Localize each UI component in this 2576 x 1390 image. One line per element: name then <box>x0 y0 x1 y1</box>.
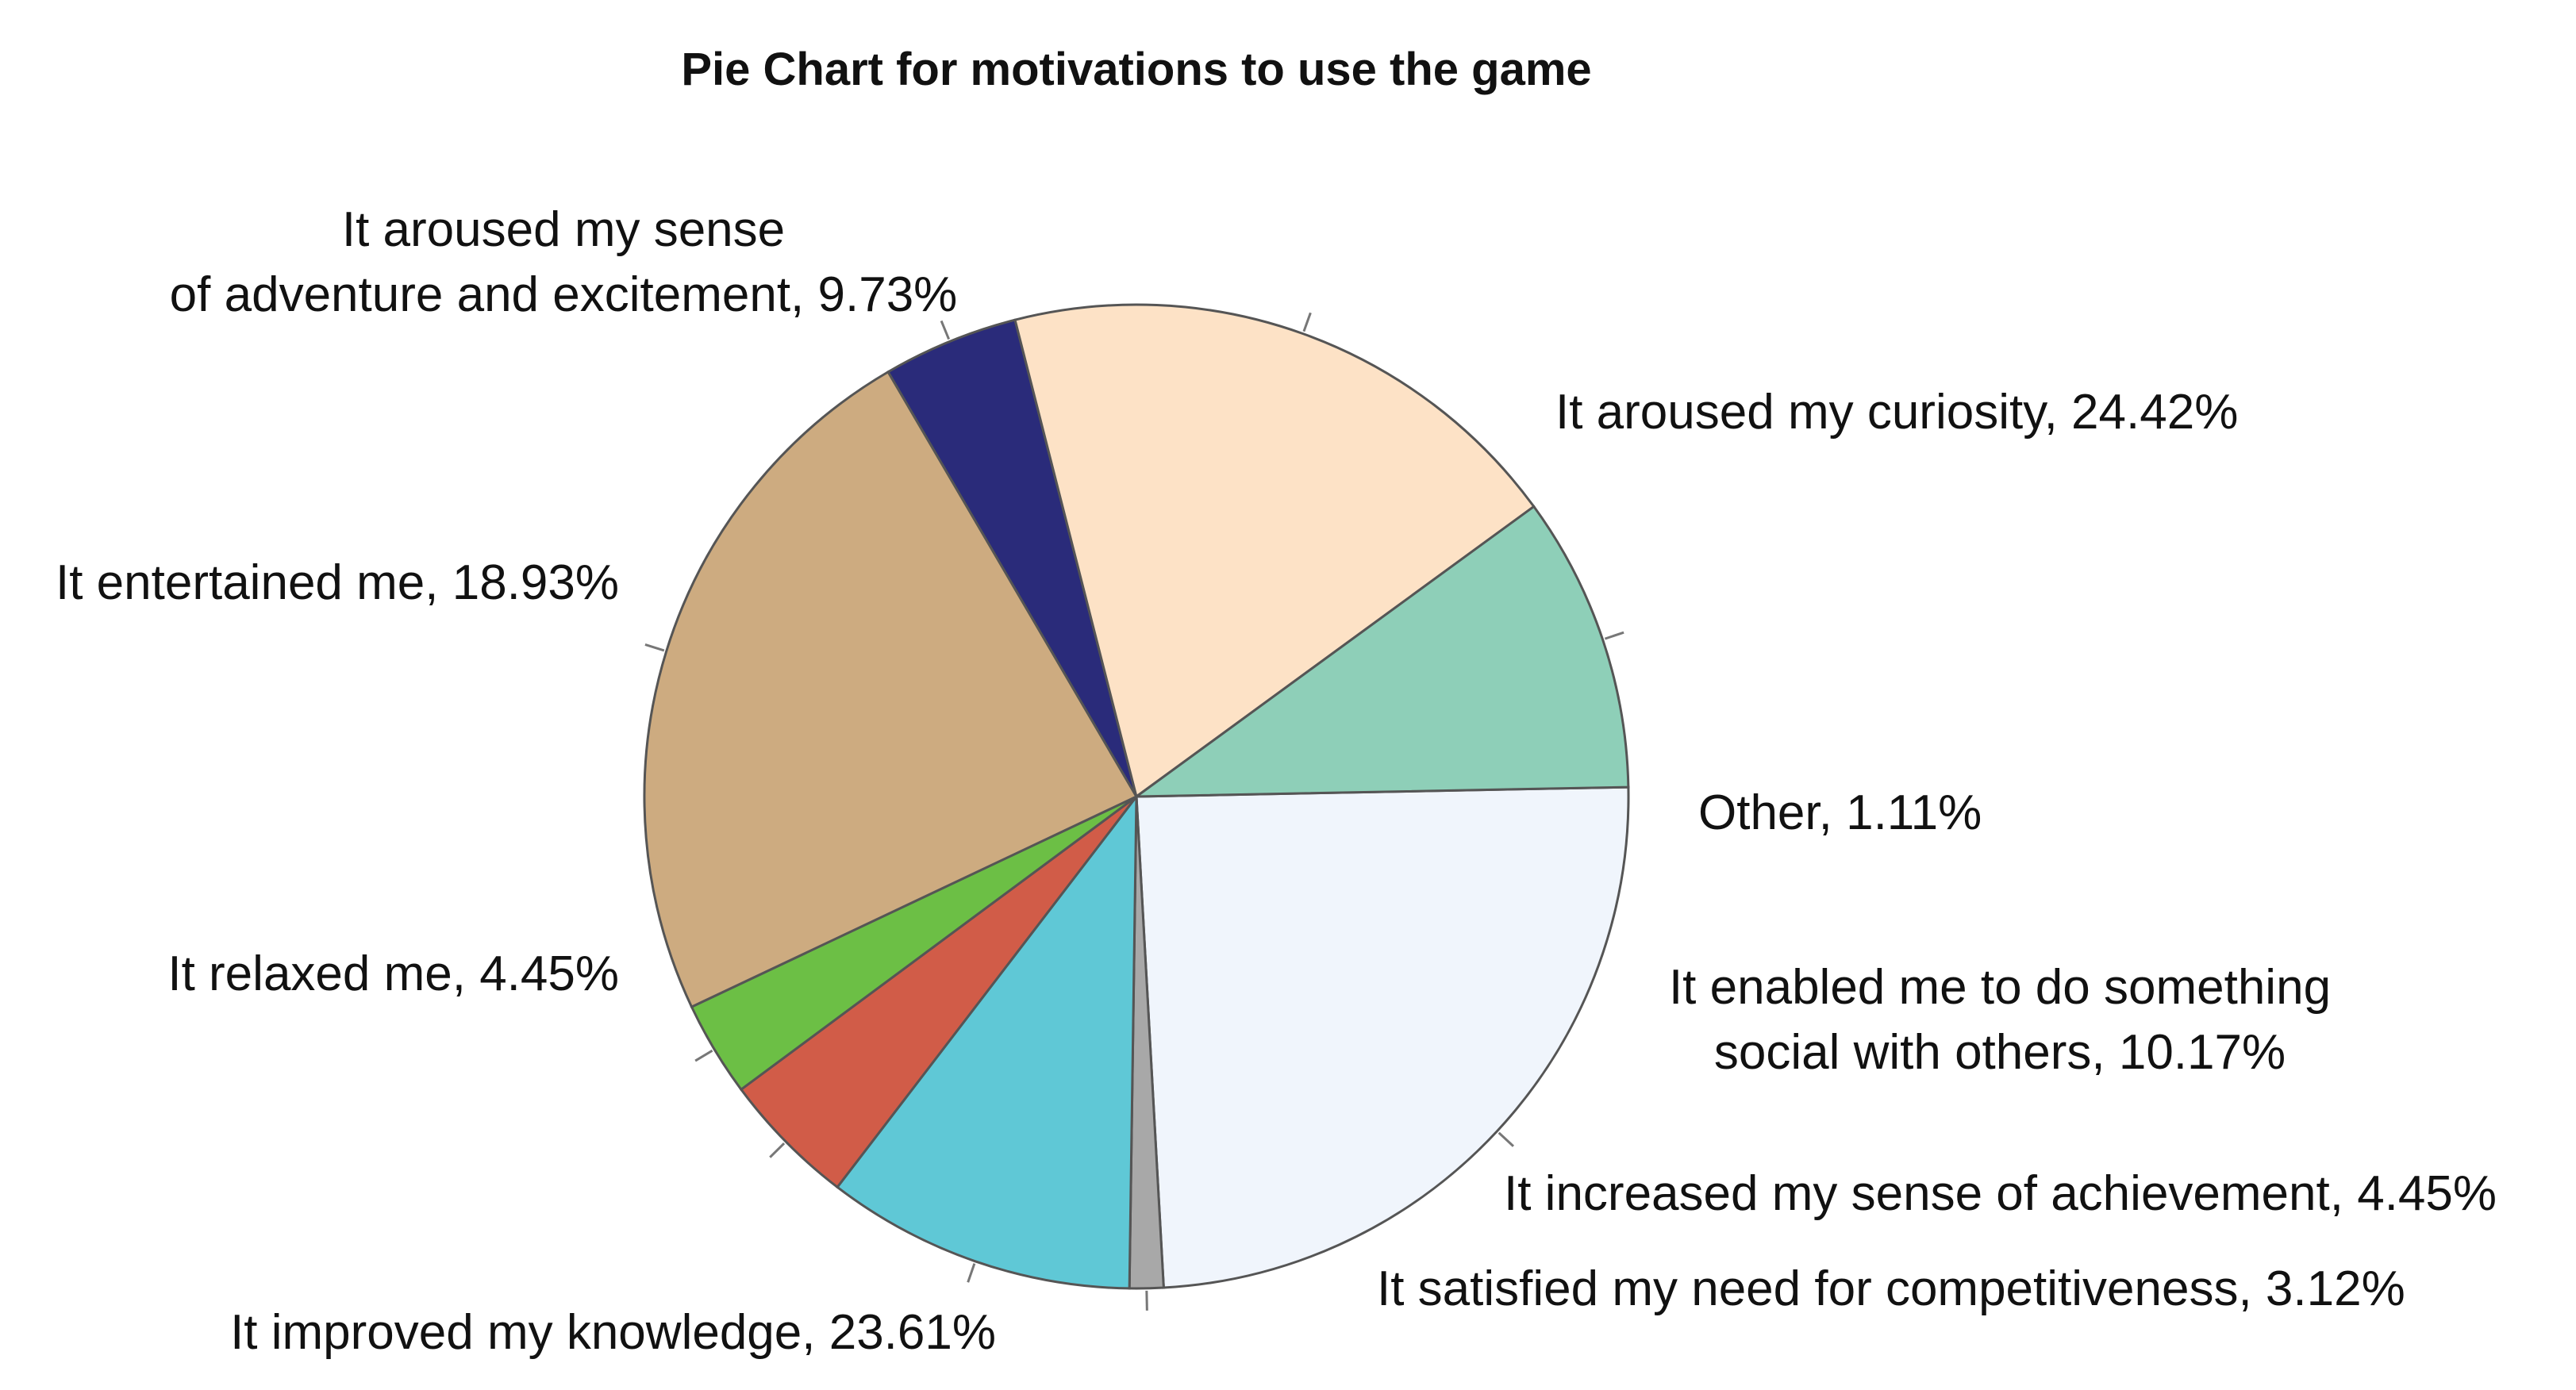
slice-label: It enabled me to do something social with… <box>1669 960 2331 1080</box>
pie-slice <box>643 370 1139 1009</box>
slice-label-line: It aroused my sense <box>342 202 785 257</box>
slice-label: It satisfied my need for competitiveness… <box>1377 1261 2405 1316</box>
slice-label-line: It entertained me, 18.93% <box>56 555 619 610</box>
leader-line <box>769 1142 786 1158</box>
slice-label: It improved my knowledge, 23.61% <box>230 1305 996 1360</box>
slice-label-line: Other, 1.11% <box>1698 785 1982 840</box>
slice-label-line: It enabled me to do something <box>1669 960 2331 1015</box>
slice-label: Other, 1.11% <box>1698 785 1982 840</box>
slice-label-line: It satisfied my need for competitiveness… <box>1377 1261 2405 1316</box>
leader-line <box>1604 631 1624 640</box>
pie-slice <box>886 318 1138 797</box>
leader-line <box>967 1263 976 1283</box>
leader-line <box>1145 1290 1148 1311</box>
slice-label-line: social with others, 10.17% <box>1714 1025 2286 1080</box>
pie-slice <box>739 795 1138 1189</box>
slice-label-line: It increased my sense of achievement, 4.… <box>1504 1166 2497 1221</box>
leader-line <box>1302 312 1312 332</box>
slice-label: It aroused my sense of adventure and exci… <box>170 202 958 322</box>
slice-label-line: of adventure and excitement, 9.73% <box>170 267 958 322</box>
slice-label: It increased my sense of achievement, 4.… <box>1504 1166 2497 1221</box>
pie-slice <box>836 793 1138 1290</box>
slice-label: It aroused my curiosity, 24.42% <box>1555 385 2238 440</box>
pie-slice <box>1135 785 1630 1289</box>
leader-line <box>1498 1131 1515 1147</box>
slice-label-line: It relaxed me, 4.45% <box>167 947 619 1001</box>
slice-label: It entertained me, 18.93% <box>56 555 619 610</box>
leader-line <box>644 643 665 652</box>
chart-title: Pie Chart for motivations to use the gam… <box>681 44 1591 95</box>
slice-label: It relaxed me, 4.45% <box>167 947 619 1001</box>
slice-label-line: It aroused my curiosity, 24.42% <box>1555 385 2238 440</box>
pie-slice <box>1132 505 1630 798</box>
leader-line <box>694 1049 713 1062</box>
pie-slice <box>1013 303 1536 799</box>
slice-label-line: It improved my knowledge, 23.61% <box>230 1305 996 1360</box>
leader-line <box>940 320 951 340</box>
